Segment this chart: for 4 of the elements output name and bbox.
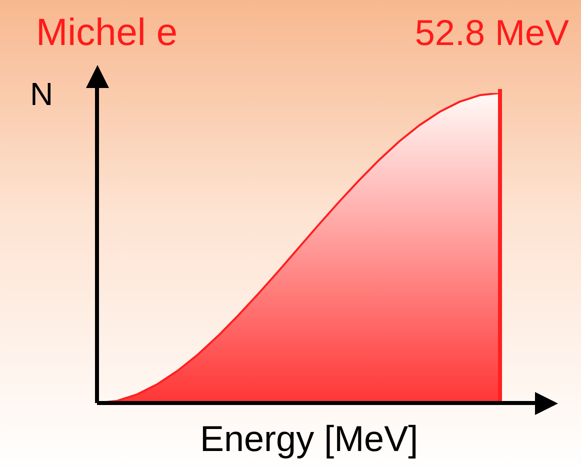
text: 52.8 MeV — [414, 12, 569, 54]
x-axis-title: Energy [MeV] — [200, 418, 418, 460]
chart-title: Michel e — [36, 12, 178, 55]
y-axis-title: N — [30, 76, 54, 113]
